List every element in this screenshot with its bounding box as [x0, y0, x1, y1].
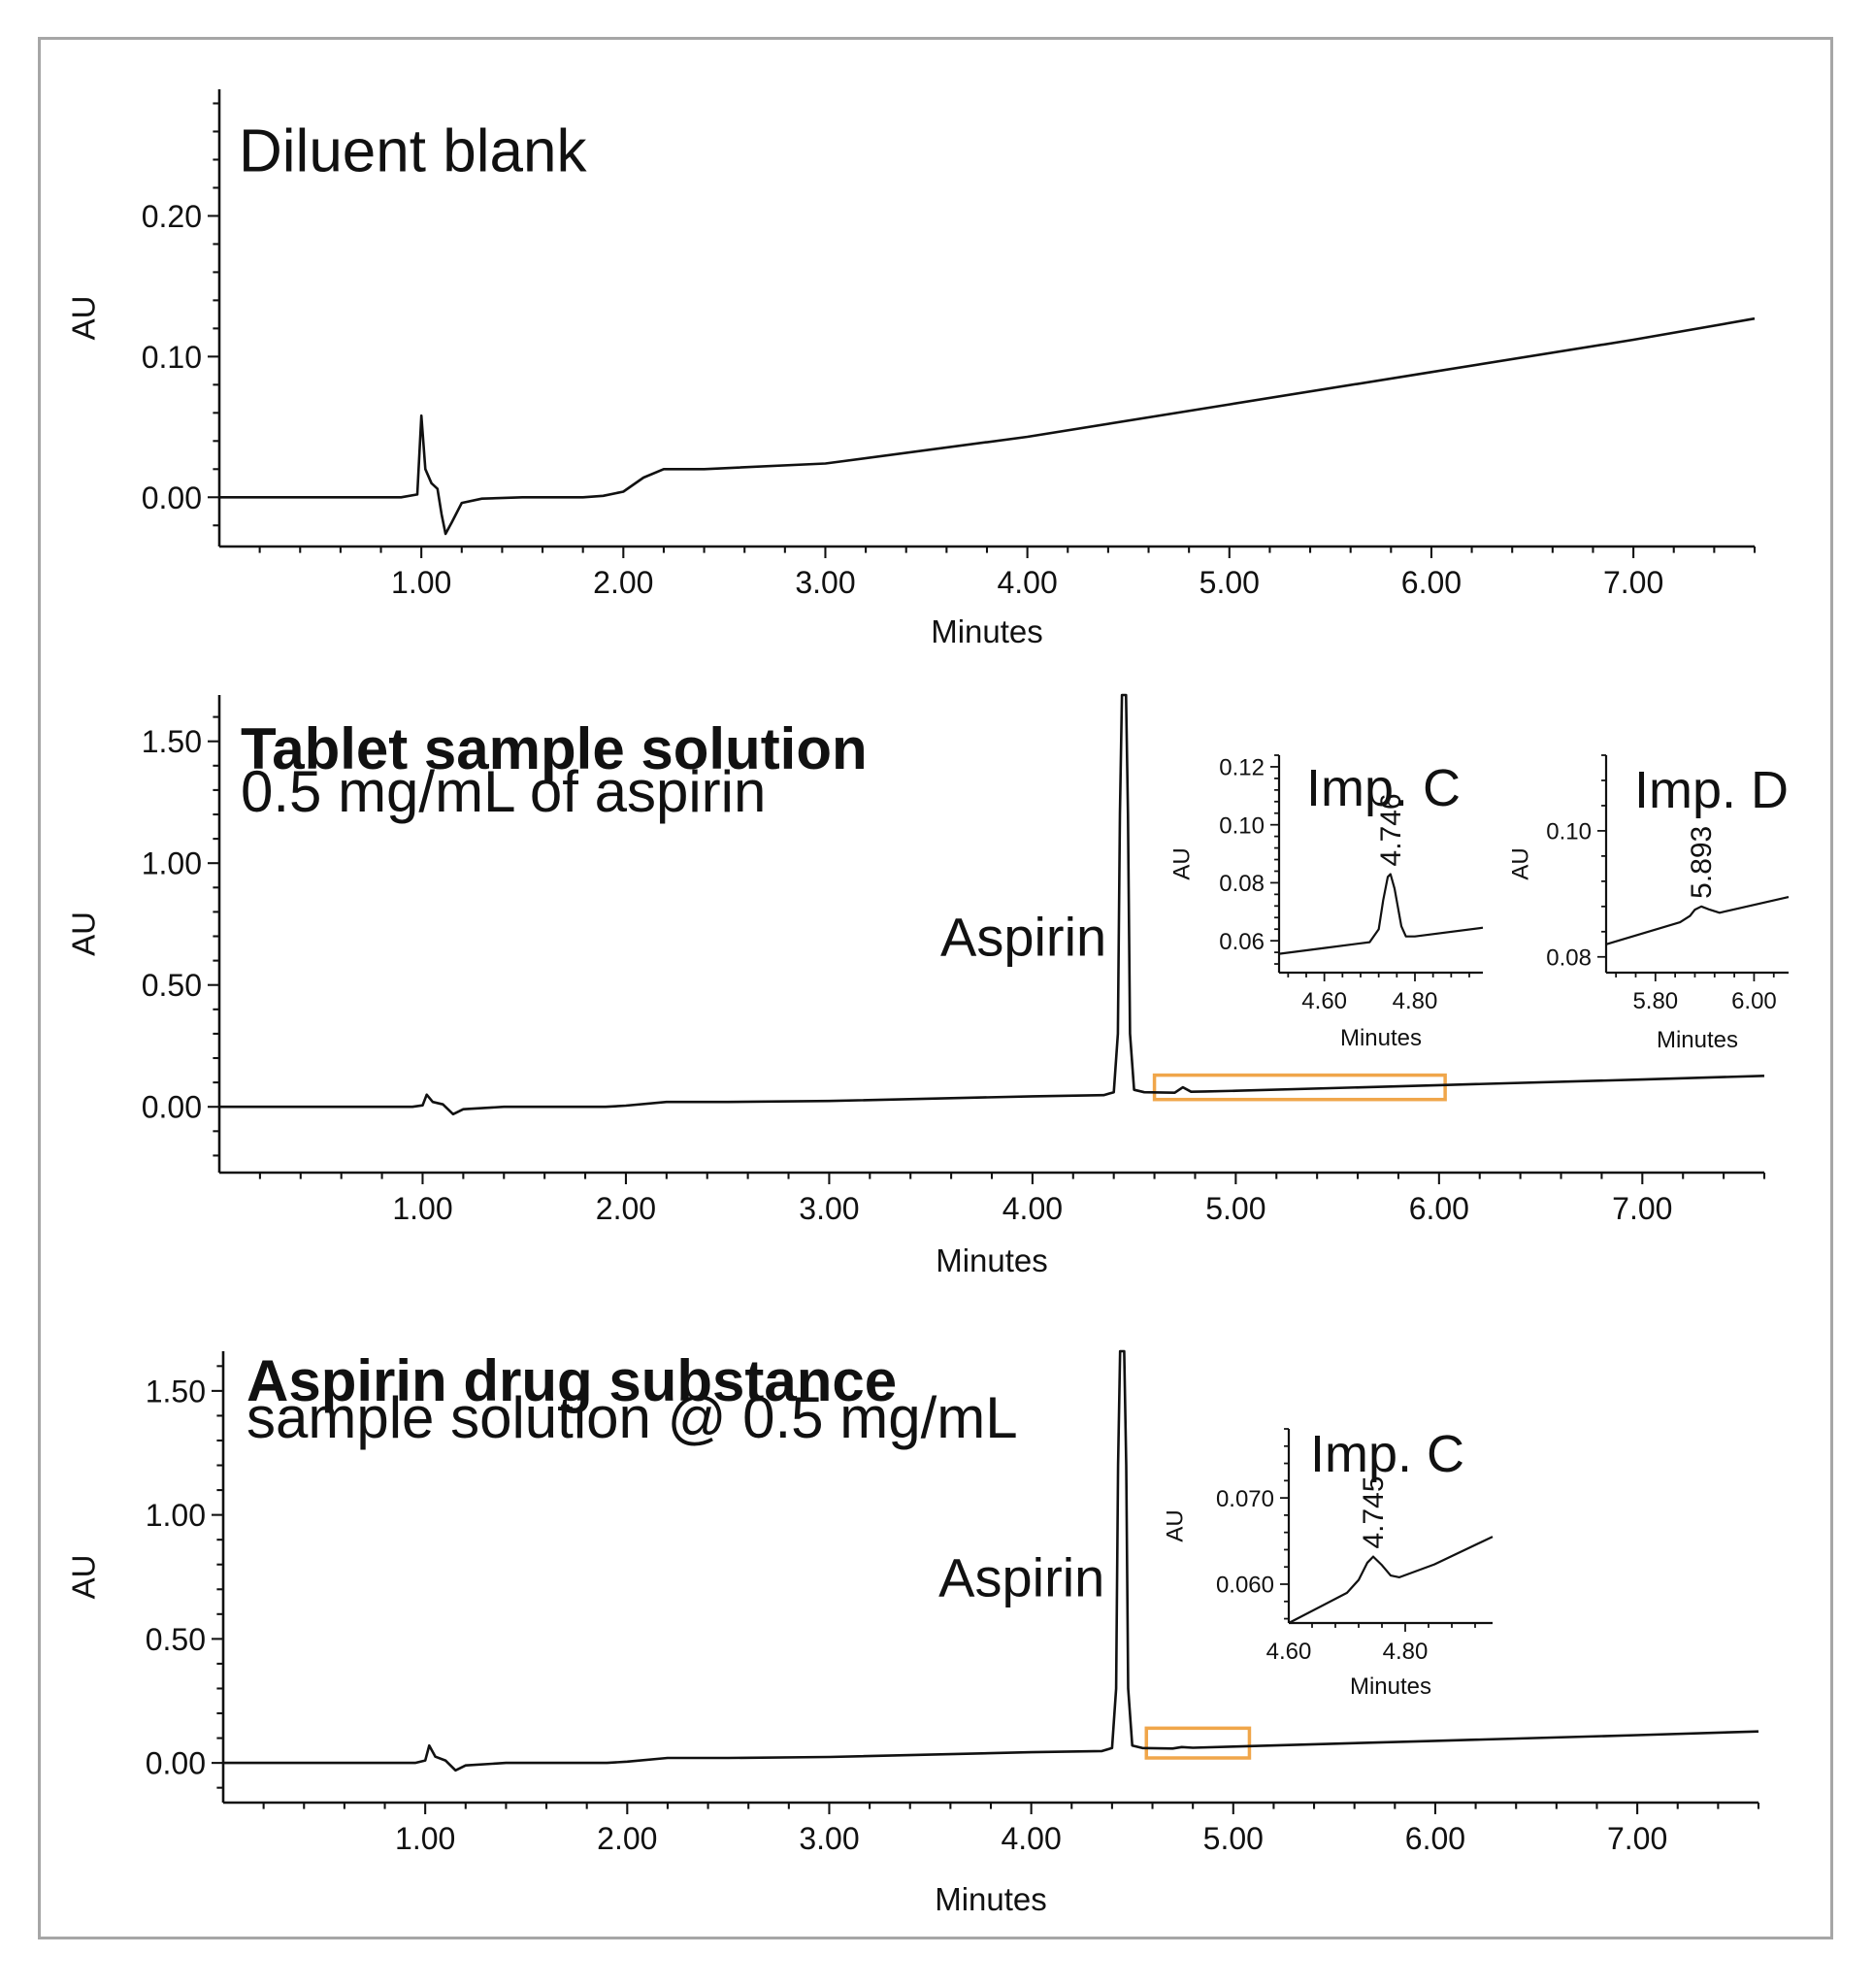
panel-title: Imp. C: [1306, 759, 1461, 817]
y-tick-label: 0.50: [142, 968, 202, 1003]
x-tick-label: 5.00: [1199, 565, 1260, 600]
y-tick-label: 1.00: [142, 846, 202, 881]
y-tick-label: 1.50: [142, 724, 202, 759]
x-tick-label: 6.00: [1731, 988, 1777, 1014]
panel-subtitle: sample solution @ 0.5 mg/mL: [246, 1385, 1018, 1450]
y-tick-label: 0.060: [1216, 1573, 1274, 1599]
y-tick-label: 1.50: [146, 1374, 206, 1408]
x-tick-label: 5.00: [1205, 1191, 1265, 1226]
y-tick-label: 0.00: [146, 1746, 206, 1781]
y-tick-label: 0.00: [142, 480, 202, 515]
panel-title: Tablet sample solution: [241, 716, 868, 781]
y-tick-label: 0.10: [1546, 819, 1592, 845]
panel-4: 0.08 0.10 5.80 6.00 Minutes AU Imp. D 5.893: [1507, 754, 1790, 1053]
chromatogram-trace: [219, 316, 1756, 536]
x-tick-label: 5.00: [1203, 1821, 1264, 1856]
x-tick-label: 4.00: [997, 565, 1057, 600]
panel-5: 0.00 0.50 1.00 1.50 1.00 2.00 3.00 4.00 5.00 6.00…: [66, 1348, 1760, 1917]
y-tick-label: 0.08: [1219, 871, 1265, 897]
y-tick-label: 0.00: [142, 1090, 202, 1125]
x-tick-label: 5.80: [1632, 988, 1678, 1014]
x-tick-label: 1.00: [392, 1191, 452, 1226]
x-tick-label: 1.00: [395, 1821, 455, 1856]
chromatogram-trace: [1288, 1536, 1494, 1624]
x-tick-label: 2.00: [597, 1821, 657, 1856]
x-tick-label: 3.00: [799, 1191, 859, 1226]
chromatogram-trace: [223, 1349, 1759, 1773]
chromatogram-trace: [219, 693, 1765, 1116]
zoom-region-box: [1144, 1726, 1252, 1760]
panel-title: Imp. D: [1634, 761, 1789, 819]
x-tick-label: 4.80: [1383, 1639, 1429, 1665]
y-tick-label: 0.10: [142, 340, 202, 375]
x-axis-label: Minutes: [935, 1881, 1047, 1917]
x-tick-label: 2.00: [593, 565, 653, 600]
panel-title: Diluent blank: [239, 117, 587, 184]
y-tick-label: 0.06: [1219, 929, 1265, 955]
x-tick-label: 7.00: [1612, 1191, 1672, 1226]
panel-3: 0.06 0.08 0.10 0.12 4.60 4.80 Minutes AU Imp. C4…: [1168, 754, 1484, 1051]
x-tick-label: 4.00: [1002, 1191, 1063, 1226]
chromatogram-trace: [1278, 873, 1484, 955]
x-tick-label: 4.60: [1301, 988, 1347, 1014]
x-tick-label: 3.00: [795, 565, 855, 600]
y-axis-label: AU: [66, 911, 102, 956]
x-tick-label: 6.00: [1405, 1821, 1465, 1856]
x-tick-label: 6.00: [1409, 1191, 1469, 1226]
peak-retention-time: 5.893: [1686, 826, 1718, 899]
x-tick-label: 6.00: [1401, 565, 1462, 600]
x-tick-label: 3.00: [799, 1821, 859, 1856]
x-tick-label: 4.60: [1266, 1639, 1312, 1665]
x-tick-label: 7.00: [1603, 565, 1663, 600]
x-axis-label: Minutes: [1657, 1027, 1738, 1053]
panel-title: Imp. C: [1310, 1425, 1464, 1483]
x-tick-label: 4.80: [1393, 988, 1438, 1014]
peak-retention-time: 4.746: [1375, 793, 1407, 866]
panel-6: 0.060 0.070 4.60 4.80 Minutes AU Imp. C4.745: [1162, 1425, 1494, 1700]
y-tick-label: 0.08: [1546, 944, 1592, 971]
panel-2: 0.00 0.50 1.00 1.50 1.00 2.00 3.00 4.00 5.00 6.00…: [66, 693, 1766, 1278]
y-axis-label: AU: [1507, 847, 1533, 879]
zoom-region-box: [1152, 1073, 1447, 1102]
panel-1: 0.00 0.10 0.20 1.00 2.00 3.00 4.00 5.00 6.00 7.00…: [66, 89, 1757, 649]
y-tick-label: 0.070: [1216, 1486, 1274, 1512]
y-axis-label: AU: [1162, 1509, 1188, 1541]
peak-label-aspirin: Aspirin: [940, 907, 1106, 968]
y-tick-label: 0.10: [1219, 812, 1265, 839]
x-tick-label: 4.00: [1001, 1821, 1061, 1856]
y-axis-label: AU: [1168, 847, 1195, 879]
x-axis-label: Minutes: [1350, 1673, 1431, 1700]
y-axis-label: AU: [66, 296, 102, 341]
y-axis-label: AU: [66, 1555, 102, 1600]
peak-retention-time: 4.745: [1358, 1475, 1390, 1548]
x-axis-label: Minutes: [931, 613, 1043, 649]
chromatogram-trace: [1605, 896, 1790, 945]
x-tick-label: 7.00: [1607, 1821, 1667, 1856]
y-tick-label: 0.12: [1219, 755, 1265, 781]
peak-label-aspirin: Aspirin: [938, 1547, 1104, 1608]
panel-subtitle: 0.5 mg/mL of aspirin: [241, 759, 766, 824]
x-axis-label: Minutes: [936, 1242, 1048, 1278]
y-tick-label: 0.20: [142, 199, 202, 234]
x-tick-label: 1.00: [391, 565, 451, 600]
y-tick-label: 0.50: [146, 1622, 206, 1657]
figure-frame: [38, 37, 1833, 1939]
x-tick-label: 2.00: [596, 1191, 656, 1226]
y-tick-label: 1.00: [146, 1498, 206, 1533]
panel-title: Aspirin drug substance: [246, 1348, 897, 1413]
x-axis-label: Minutes: [1340, 1025, 1422, 1051]
